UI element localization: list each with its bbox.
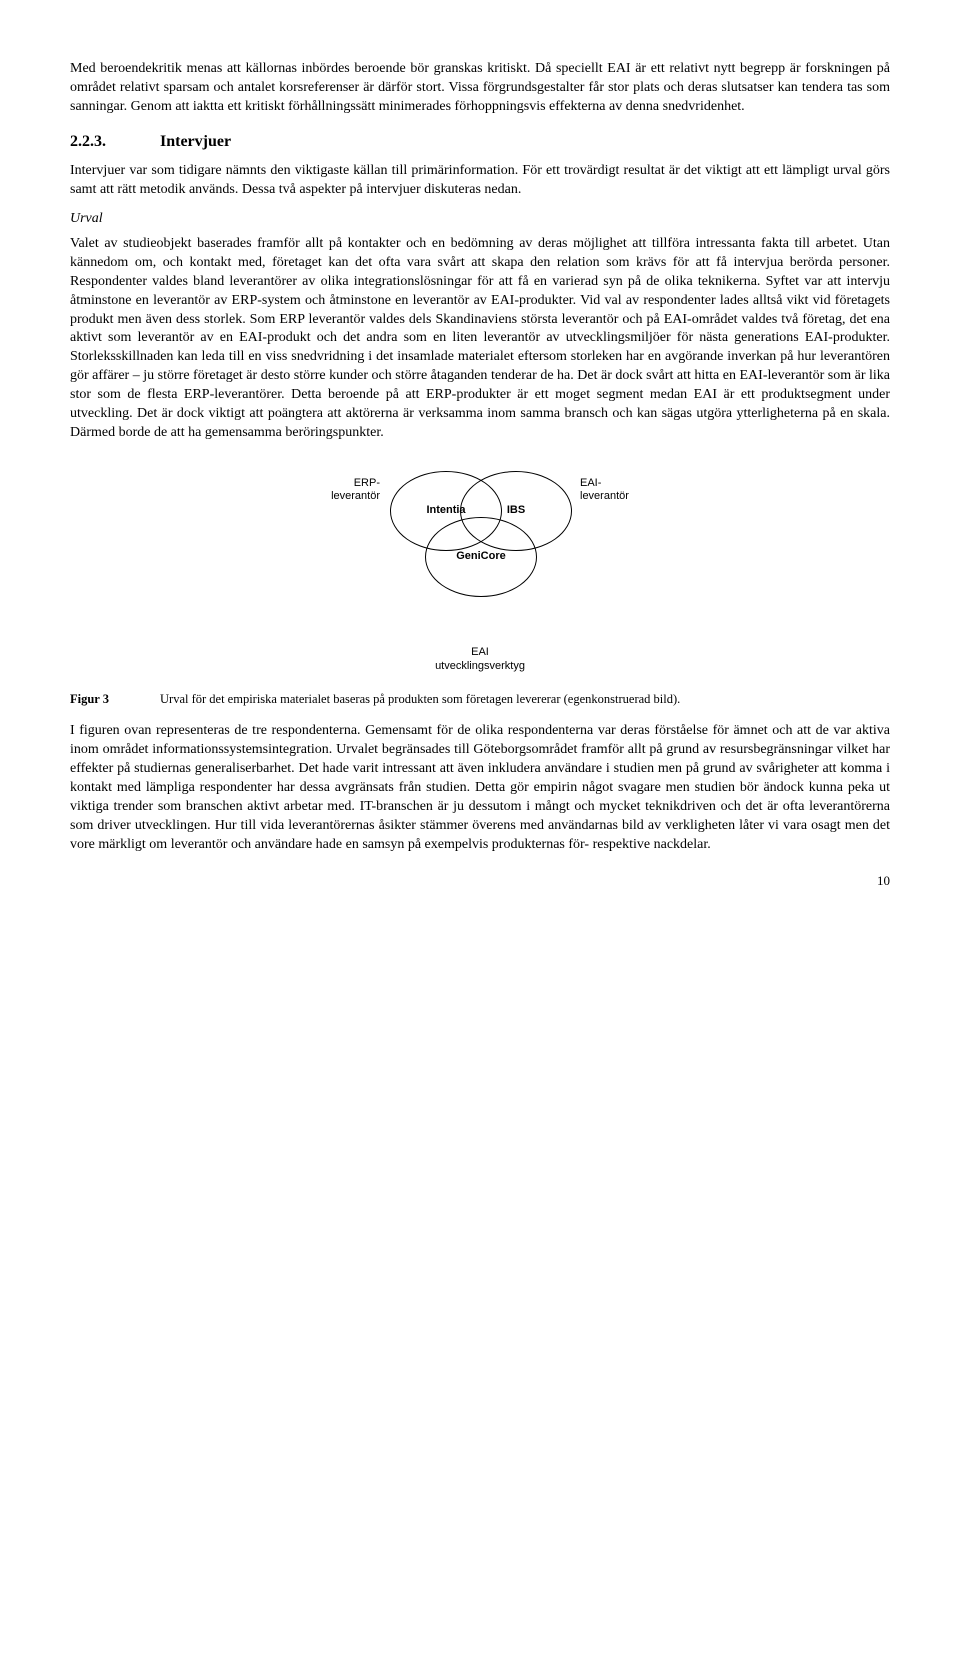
page-number: 10 — [70, 872, 890, 890]
figure-caption: Figur 3 Urval för det empiriska material… — [70, 691, 890, 708]
venn-diagram: ERP- leverantör EAI- leverantör Intentia… — [70, 459, 890, 639]
figure-text: Urval för det empiriska materialet baser… — [160, 691, 890, 708]
figure-label: Figur 3 — [70, 691, 160, 708]
section-intro-paragraph: Intervjuer var som tidigare nämnts den v… — [70, 162, 890, 200]
diagram-left-label: ERP- leverantör — [300, 477, 380, 503]
diagram-sub-caption: EAI utvecklingsverktyg — [70, 645, 890, 674]
section-number: 2.2.3. — [70, 131, 160, 153]
closing-paragraph: I figuren ovan representeras de tre resp… — [70, 722, 890, 854]
urval-paragraph: Valet av studieobjekt baserades framför … — [70, 235, 890, 443]
ellipse-genicore: GeniCore — [425, 517, 537, 597]
subheading-urval: Urval — [70, 210, 890, 229]
section-heading: 2.2.3. Intervjuer — [70, 131, 890, 153]
intro-paragraph: Med beroendekritik menas att källornas i… — [70, 60, 890, 117]
diagram-right-label: EAI- leverantör — [580, 477, 660, 503]
section-title: Intervjuer — [160, 131, 231, 153]
